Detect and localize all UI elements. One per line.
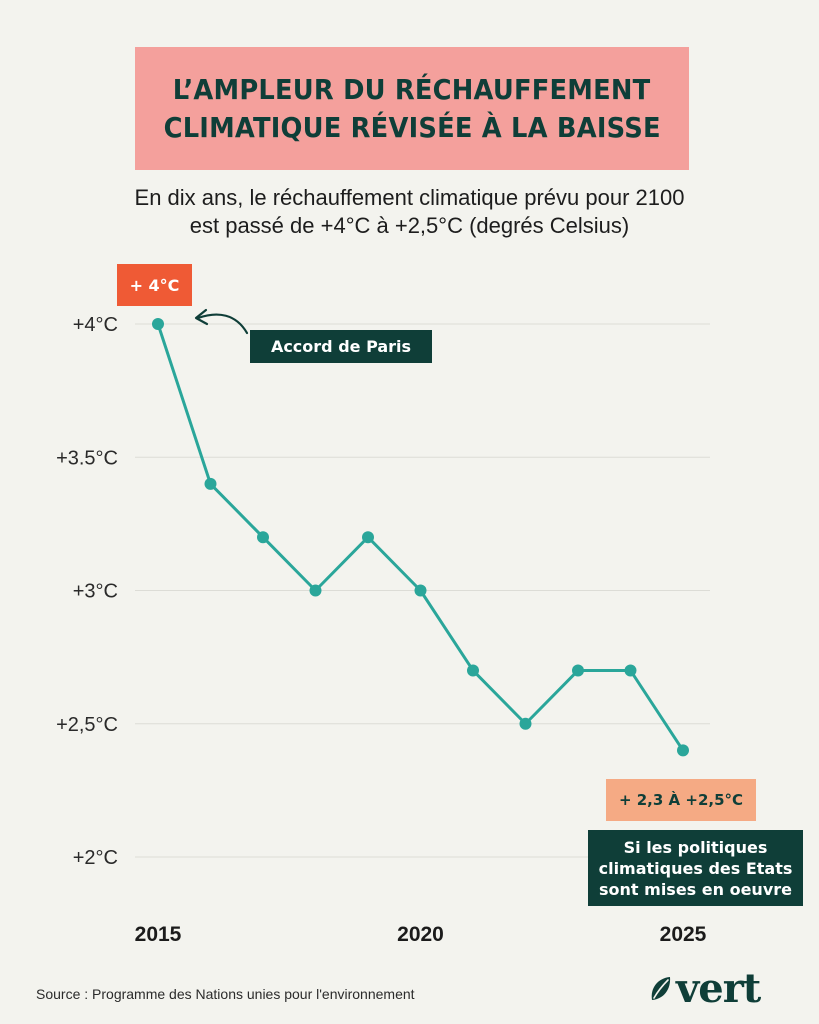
- data-point: [152, 318, 164, 330]
- policy-line-2: climatiques des Etats: [598, 858, 793, 878]
- y-tick-label: +3.5°C: [56, 447, 118, 469]
- y-tick-label: +3°C: [73, 581, 118, 603]
- y-tick-label: +4°C: [73, 314, 118, 336]
- title-line-1: L’AMPLEUR DU RÉCHAUFFEMENT: [173, 72, 651, 106]
- title-line-2: CLIMATIQUE RÉVISÉE À LA BAISSE: [163, 110, 661, 144]
- data-point: [204, 477, 217, 490]
- x-tick-label: 2015: [135, 923, 182, 946]
- data-point: [309, 584, 322, 597]
- policy-line-1: Si les politiques: [623, 837, 768, 857]
- data-point: [677, 744, 689, 757]
- vert-logo: vert: [648, 966, 788, 1012]
- subtitle-line-2: est passé de +4°C à +2,5°C (degrés Celsi…: [189, 213, 630, 238]
- leaf-icon: [651, 977, 671, 1000]
- y-axis-ticks: +4°C +3.5°C +3°C +2,5°C +2°C: [56, 314, 118, 869]
- policy-note: Si les politiques climatiques des Etats …: [588, 830, 803, 906]
- title-box: L’AMPLEUR DU RÉCHAUFFEMENT CLIMATIQUE RÉ…: [135, 47, 689, 170]
- data-point: [362, 531, 374, 544]
- series-layer: [152, 318, 689, 757]
- x-tick-label: 2020: [397, 923, 444, 946]
- data-point: [572, 664, 584, 677]
- subtitle-line-1: En dix ans, le réchauffement climatique …: [134, 185, 685, 210]
- start-value-tag: + 4°C: [117, 264, 192, 306]
- data-point: [624, 664, 637, 677]
- subtitle: En dix ans, le réchauffement climatique …: [40, 184, 779, 240]
- policy-line-3: sont mises en oeuvre: [599, 879, 792, 899]
- paris-arrow-icon: [196, 313, 249, 335]
- y-tick-label: +2°C: [73, 847, 118, 869]
- data-point: [467, 664, 479, 677]
- data-point: [257, 531, 269, 544]
- data-point: [519, 717, 532, 730]
- paris-agreement-tag: Accord de Paris: [250, 330, 432, 363]
- data-point: [414, 584, 427, 597]
- source-note: Source : Programme des Nations unies pou…: [36, 986, 415, 1002]
- y-tick-label: +2,5°C: [56, 714, 118, 736]
- logo-text: vert: [676, 965, 761, 1012]
- paris-arrowhead-icon: [194, 308, 209, 326]
- x-tick-label: 2025: [660, 923, 707, 946]
- series-line: [156, 322, 685, 752]
- end-range-tag: + 2,3 À +2,5°C: [606, 779, 756, 821]
- x-axis-ticks: 2015 2020 2025: [135, 923, 707, 946]
